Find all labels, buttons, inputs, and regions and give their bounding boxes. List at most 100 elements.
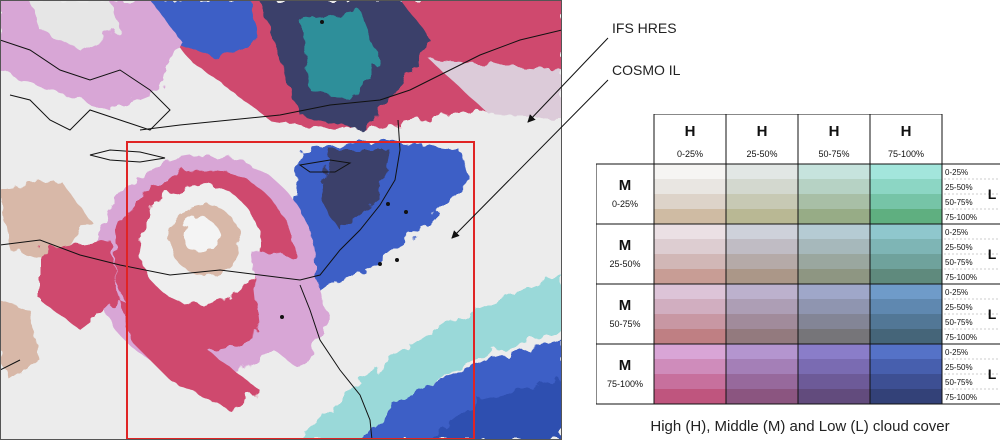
low-range-label: 0-25% [945,348,968,357]
legend-swatch [798,254,870,269]
high-range-label: 25-50% [746,149,777,159]
low-range-label: 0-25% [945,228,968,237]
middle-header-cell [596,283,655,345]
legend-swatch [870,254,942,269]
high-range-label: 0-25% [677,149,703,159]
legend-swatch [654,194,726,209]
cloud-cover-legend: H 0-25% H 25-50% H 50-75% H 75-100% M 0-25% 0-25% 2… [596,114,1000,405]
legend-swatch [726,374,798,389]
low-range-label: 25-50% [945,303,973,312]
legend-swatch [726,179,798,194]
low-range-label: 50-75% [945,378,973,387]
high-range-label: 50-75% [818,149,849,159]
legend-swatch [726,314,798,329]
legend-swatch [870,344,942,359]
legend-swatch [726,359,798,374]
legend-swatch [654,254,726,269]
legend-swatch [870,389,942,404]
legend-swatch [798,314,870,329]
low-range-label: 50-75% [945,198,973,207]
legend-swatch [870,224,942,239]
legend-swatch [870,269,942,284]
legend-swatch [654,389,726,404]
low-range-label: 25-50% [945,243,973,252]
legend-swatch [798,269,870,284]
legend-swatch [654,359,726,374]
legend-swatch [798,224,870,239]
legend-swatch [798,239,870,254]
low-letter: L [988,306,997,322]
legend-swatch [654,314,726,329]
legend-swatch [870,314,942,329]
legend-swatch [798,374,870,389]
legend-swatch [654,269,726,284]
ifs-hres-label: IFS HRES [612,20,677,36]
low-range-label: 25-50% [945,183,973,192]
legend-swatch [870,209,942,224]
middle-header-cell [596,223,655,285]
middle-letter: M [619,177,632,194]
legend-swatch [654,179,726,194]
low-range-label: 0-25% [945,168,968,177]
low-range-label: 50-75% [945,258,973,267]
legend-swatch [654,164,726,179]
legend-swatch [870,299,942,314]
high-letter: H [901,123,912,140]
low-range-label: 25-50% [945,363,973,372]
legend-swatch [654,299,726,314]
middle-header-cell [596,163,655,225]
middle-range-label: 25-50% [609,259,640,269]
legend-swatch [798,329,870,344]
legend-swatch [654,239,726,254]
legend-swatch [870,179,942,194]
legend-swatch [870,374,942,389]
legend-swatch [870,329,942,344]
low-range-label: 75-100% [945,333,977,342]
legend-swatch [798,344,870,359]
legend-swatch [798,209,870,224]
middle-range-label: 0-25% [612,199,638,209]
legend-swatch [726,344,798,359]
legend-swatch [726,209,798,224]
legend-swatch [726,164,798,179]
high-letter: H [829,123,840,140]
middle-letter: M [619,297,632,314]
low-range-label: 50-75% [945,318,973,327]
legend-swatch [798,164,870,179]
legend-swatch [654,344,726,359]
legend-swatch [726,329,798,344]
legend-swatch [726,239,798,254]
cosmo-il-label: COSMO IL [612,62,681,78]
legend-swatch [654,224,726,239]
low-range-label: 75-100% [945,273,977,282]
middle-header-cell [596,343,655,405]
legend-caption: High (H), Middle (M) and Low (L) cloud c… [650,418,950,435]
low-cell-border [941,343,1000,405]
legend-swatch [798,389,870,404]
middle-letter: M [619,357,632,374]
low-letter: L [988,366,997,382]
middle-range-label: 50-75% [609,319,640,329]
legend-swatch [870,194,942,209]
legend-swatch [870,284,942,299]
legend-swatch [726,254,798,269]
legend-swatch [798,179,870,194]
legend-swatch [798,299,870,314]
low-range-label: 0-25% [945,288,968,297]
legend-swatch [798,284,870,299]
legend-swatch [654,284,726,299]
low-range-label: 75-100% [945,213,977,222]
high-letter: H [685,123,696,140]
high-letter: H [757,123,768,140]
middle-letter: M [619,237,632,254]
legend-swatch [654,374,726,389]
middle-range-label: 75-100% [607,379,643,389]
legend-swatch [726,269,798,284]
cloud-cover-map [0,0,562,440]
high-range-label: 75-100% [888,149,924,159]
legend-swatch [726,224,798,239]
low-range-label: 75-100% [945,393,977,402]
legend-swatch [654,329,726,344]
legend-swatch [726,194,798,209]
legend-swatch [870,164,942,179]
